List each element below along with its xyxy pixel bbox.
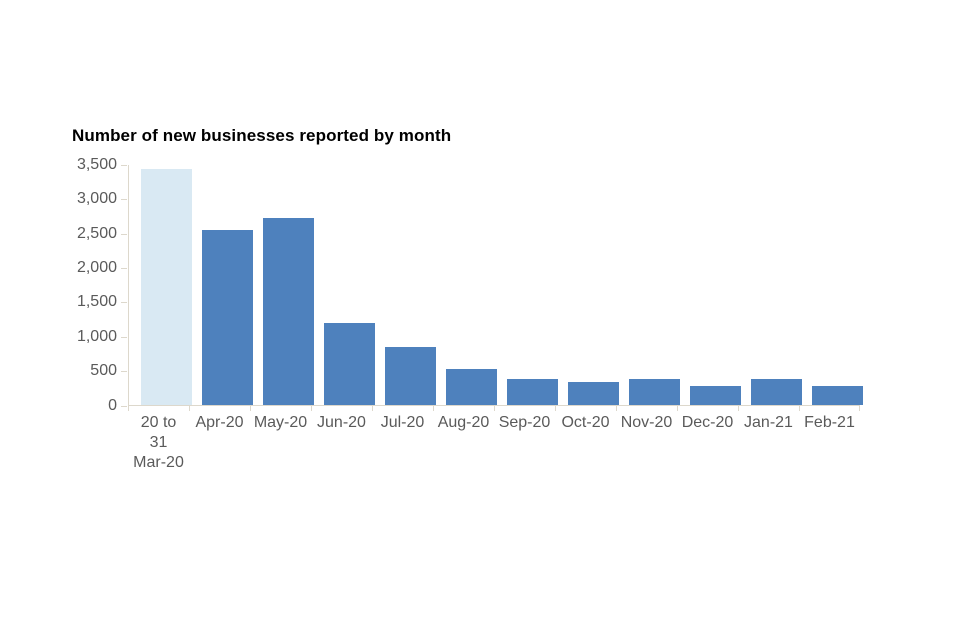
y-tick-mark bbox=[121, 165, 127, 166]
bar-dec-20 bbox=[690, 386, 741, 405]
y-tick-mark bbox=[121, 234, 127, 235]
bar-jan-21 bbox=[751, 379, 802, 405]
y-tick-mark bbox=[121, 406, 127, 407]
x-tick-mark bbox=[799, 406, 800, 411]
x-tick-mark bbox=[128, 406, 129, 411]
x-tick-mark bbox=[433, 406, 434, 411]
y-tick-mark bbox=[121, 302, 127, 303]
y-tick-label-2-500: 2,500 bbox=[76, 224, 117, 242]
bar-oct-20 bbox=[568, 382, 619, 405]
y-tick-label-1-000: 1,000 bbox=[76, 327, 117, 345]
bar-jul-20 bbox=[385, 347, 436, 405]
x-tick-mark bbox=[311, 406, 312, 411]
y-tick-label-3-500: 3,500 bbox=[76, 156, 117, 173]
plot-area bbox=[128, 165, 863, 406]
bar-sep-20 bbox=[507, 379, 558, 405]
bar-feb-21 bbox=[812, 386, 863, 405]
y-tick-label-2-000: 2,000 bbox=[76, 259, 117, 277]
bar-may-20 bbox=[263, 218, 314, 405]
y-tick-label-500: 500 bbox=[90, 362, 117, 380]
x-tick-label-jan-21: Jan-21 bbox=[744, 414, 793, 431]
x-tick-mark bbox=[738, 406, 739, 411]
bar-apr-20 bbox=[202, 230, 253, 405]
x-tick-label-aug-20: Aug-20 bbox=[437, 414, 490, 431]
bar-jun-20 bbox=[324, 323, 375, 405]
chart-title: Number of new businesses reported by mon… bbox=[72, 126, 452, 145]
x-tick-mark bbox=[616, 406, 617, 411]
y-tick-mark bbox=[121, 337, 127, 338]
x-tick-label-apr-20: Apr-20 bbox=[195, 414, 244, 431]
x-tick-mark bbox=[189, 406, 190, 411]
x-tick-mark bbox=[372, 406, 373, 411]
y-tick-label-1-500: 1,500 bbox=[76, 293, 117, 311]
bar-nov-20 bbox=[629, 379, 680, 405]
x-tick-mark bbox=[859, 406, 860, 411]
y-tick-mark bbox=[121, 371, 127, 372]
x-tick-label-jul-20: Jul-20 bbox=[380, 414, 425, 431]
x-tick-mark bbox=[555, 406, 556, 411]
y-tick-mark bbox=[121, 199, 127, 200]
x-tick-label-sep-20: Sep-20 bbox=[498, 414, 551, 431]
x-tick-label-dec-20: Dec-20 bbox=[681, 414, 734, 431]
x-tick-label-may-20: May-20 bbox=[253, 414, 308, 431]
x-tick-mark bbox=[677, 406, 678, 411]
bar-20-to-31-mar-20 bbox=[141, 169, 192, 405]
y-tick-label-0: 0 bbox=[108, 396, 117, 414]
bar-aug-20 bbox=[446, 369, 497, 405]
y-tick-mark bbox=[121, 268, 127, 269]
x-tick-mark bbox=[250, 406, 251, 411]
x-tick-mark bbox=[494, 406, 495, 411]
x-tick-label-oct-20: Oct-20 bbox=[561, 414, 610, 431]
x-tick-label-20-to-31-mar-20: 20 to 31 Mar-20 bbox=[133, 414, 184, 471]
x-tick-label-feb-21: Feb-21 bbox=[804, 414, 855, 431]
x-tick-label-jun-20: Jun-20 bbox=[317, 414, 366, 431]
y-tick-label-3-000: 3,000 bbox=[76, 190, 117, 208]
x-tick-label-nov-20: Nov-20 bbox=[620, 414, 673, 431]
